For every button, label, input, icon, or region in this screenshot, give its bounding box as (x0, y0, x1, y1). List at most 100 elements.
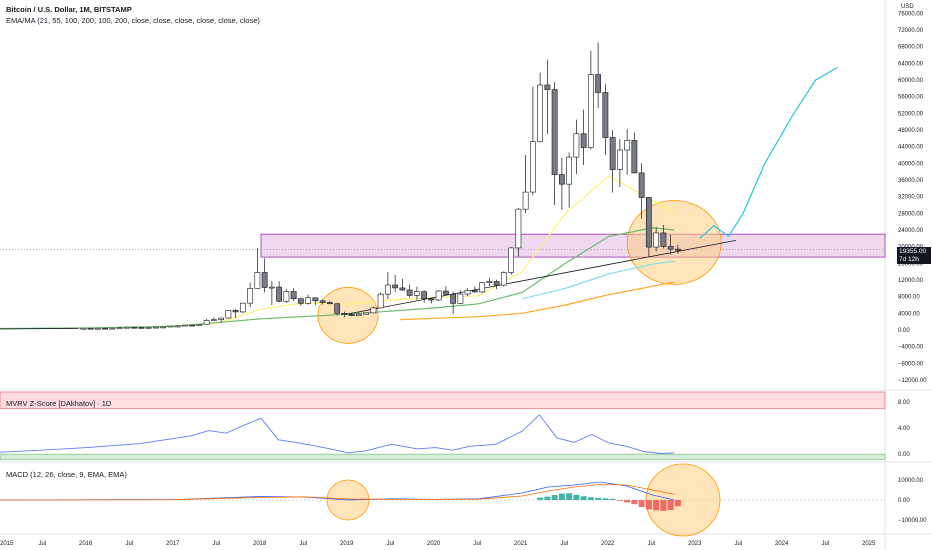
time-tick-label: Jul (300, 541, 308, 547)
time-tick-label: Jul (213, 541, 221, 547)
price-tick-label: 4000.00 (898, 311, 920, 317)
price-tick-label: 28000.00 (898, 211, 924, 217)
macd-tick-label: 10000.00 (898, 478, 924, 484)
macd-legend[interactable]: MACD (12, 26, close, 9, EMA, EMA) (6, 470, 127, 479)
macd-histogram-bar (580, 496, 587, 500)
price-tick-label: 24000.00 (898, 228, 924, 234)
projection-path (699, 66, 838, 239)
symbol-title: Bitcoin / U.S. Dollar, 1M, BITSTAMP (6, 5, 132, 15)
candle-body (290, 291, 297, 300)
candle-body (464, 290, 471, 295)
candle-body (616, 149, 623, 170)
macd-histogram-bar (566, 493, 573, 500)
time-tick-label: 2024 (775, 541, 789, 547)
currency-label: USD (901, 4, 914, 10)
candle-body (218, 317, 225, 320)
candle-body (421, 291, 428, 300)
time-tick-label: 2019 (340, 541, 354, 547)
time-tick-label: 2020 (427, 541, 441, 547)
candle-body (537, 84, 544, 142)
macd-histogram-bar (537, 497, 544, 500)
candle-body (493, 281, 500, 286)
macd-signal-line (0, 483, 675, 501)
macd-tick-label: −10000.00 (898, 518, 927, 524)
ema-legend[interactable]: EMA/MA (21, 55, 100, 200, 100, 200, clos… (6, 16, 260, 25)
candle-body (138, 327, 145, 329)
candle-body (580, 133, 587, 148)
candle-body (181, 324, 188, 327)
price-tick-label: 0.00 (898, 328, 910, 334)
mvrv-tick-label: 8.00 (898, 400, 910, 406)
candle-body (355, 313, 362, 316)
price-tick-label: 48000.00 (898, 128, 924, 134)
candle-body (189, 324, 196, 327)
price-tick-label: 72000.00 (898, 28, 924, 34)
candle-body (145, 327, 152, 329)
candle-body (544, 84, 551, 90)
price-tick-label: 68000.00 (898, 45, 924, 51)
macd-histogram-bar (674, 500, 681, 507)
candle-body (363, 312, 370, 315)
macd-histogram-bar (667, 500, 674, 510)
macd-histogram-bar (609, 498, 616, 500)
candle-body (609, 137, 616, 170)
time-tick-label: Jul (735, 541, 743, 547)
time-tick-label: Jul (648, 541, 656, 547)
time-tick-label: Jul (561, 541, 569, 547)
time-tick-label: Jul (126, 541, 134, 547)
macd-histogram-bar (624, 500, 631, 503)
macd-histogram-bar (645, 500, 652, 510)
time-tick-label: 2016 (79, 541, 93, 547)
candle-body (247, 288, 254, 304)
macd-histogram-bar (551, 495, 558, 500)
candle-body (602, 92, 609, 138)
candle-body (457, 293, 464, 304)
candle-body (479, 282, 486, 293)
time-tick-label: Jul (822, 541, 830, 547)
candle-body (210, 319, 217, 321)
macd-histogram-bar (653, 500, 660, 511)
time-tick-label: Jul (474, 541, 482, 547)
price-tick-label: 64000.00 (898, 61, 924, 67)
candle-body (334, 303, 341, 314)
mvrv-band-red (0, 391, 886, 409)
candle-body (515, 208, 522, 249)
candle-body (551, 89, 558, 175)
candle-body (268, 286, 275, 289)
candle-body (254, 272, 261, 289)
resistance-zone (260, 233, 886, 258)
candle-body (203, 320, 210, 325)
candle-body (399, 287, 406, 291)
macd-histogram-bar (558, 493, 565, 500)
time-tick-label: 2015 (0, 541, 14, 547)
mvrv-band-green (0, 453, 886, 460)
candle-body (160, 326, 167, 329)
candle-body (319, 300, 326, 303)
candle-body (508, 247, 515, 273)
candle-body (225, 310, 232, 319)
candle-body (196, 324, 203, 326)
candle-body (131, 326, 138, 329)
candle-body (370, 307, 377, 314)
price-tick-label: 52000.00 (898, 111, 924, 117)
mvrv-legend[interactable]: MVRV Z-Score [DAkhatov] · 1D (6, 399, 112, 408)
candle-body (297, 298, 304, 304)
candle-body (392, 284, 399, 289)
time-tick-label: 2018 (253, 541, 267, 547)
time-tick-label: Jul (387, 541, 395, 547)
candle-body (587, 74, 594, 148)
candle-body (123, 326, 130, 329)
macd-histogram-bar (573, 494, 580, 500)
candle-body (102, 327, 109, 330)
macd-histogram-bar (587, 497, 594, 500)
candle-body (486, 281, 493, 284)
candle-body (413, 291, 420, 296)
candle-body (595, 74, 602, 93)
candle-body (660, 232, 667, 247)
mvrv-tick-label: 4.00 (898, 426, 910, 432)
ema-line-ema200 (400, 281, 675, 321)
candle-body (326, 302, 333, 305)
candle-body (283, 291, 290, 302)
price-tick-label: 12000.00 (898, 278, 924, 284)
